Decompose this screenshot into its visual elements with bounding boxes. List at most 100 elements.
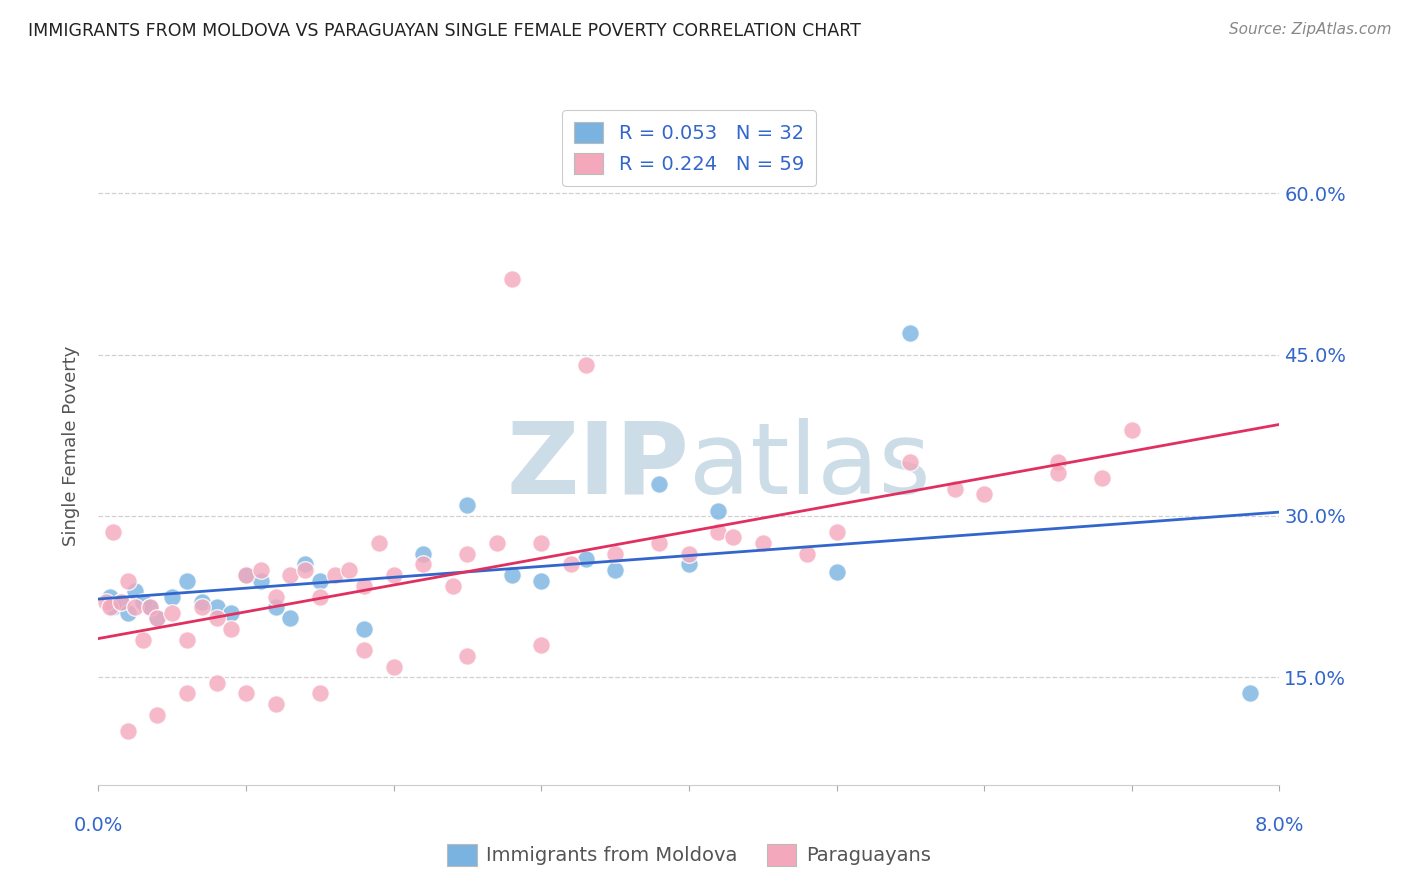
Point: [457, 648, 479, 663]
Point: [94, 595, 117, 609]
Point: [146, 611, 169, 625]
Text: 0.0%: 0.0%: [73, 816, 124, 835]
Point: [280, 611, 302, 625]
Point: [205, 675, 228, 690]
Point: [353, 579, 375, 593]
Point: [825, 565, 848, 579]
Point: [235, 568, 257, 582]
Point: [412, 547, 434, 561]
Point: [501, 272, 523, 286]
Point: [323, 568, 346, 582]
Point: [98, 590, 121, 604]
Point: [560, 558, 582, 572]
Point: [103, 600, 125, 615]
Point: [575, 359, 598, 373]
Point: [530, 638, 553, 652]
Point: [382, 659, 405, 673]
Point: [382, 568, 405, 582]
Point: [117, 724, 139, 739]
Point: [501, 568, 523, 582]
Point: [110, 595, 132, 609]
Point: [973, 487, 995, 501]
Point: [441, 579, 464, 593]
Point: [900, 455, 922, 469]
Point: [309, 590, 332, 604]
Point: [1046, 455, 1070, 469]
Point: [264, 590, 287, 604]
Point: [648, 476, 671, 491]
Point: [139, 600, 162, 615]
Point: [176, 632, 198, 647]
Legend: R = 0.053   N = 32, R = 0.224   N = 59: R = 0.053 N = 32, R = 0.224 N = 59: [562, 111, 815, 186]
Point: [205, 600, 228, 615]
Point: [117, 574, 139, 588]
Point: [162, 590, 183, 604]
Point: [235, 568, 257, 582]
Point: [900, 326, 922, 340]
Point: [191, 600, 214, 615]
Point: [250, 563, 273, 577]
Point: [139, 600, 162, 615]
Text: IMMIGRANTS FROM MOLDOVA VS PARAGUAYAN SINGLE FEMALE POVERTY CORRELATION CHART: IMMIGRANTS FROM MOLDOVA VS PARAGUAYAN SI…: [28, 22, 860, 40]
Point: [368, 536, 391, 550]
Point: [530, 536, 553, 550]
Point: [250, 574, 273, 588]
Point: [1091, 471, 1114, 485]
Point: [457, 498, 479, 512]
Point: [124, 600, 146, 615]
Point: [486, 536, 509, 550]
Point: [205, 611, 228, 625]
Point: [752, 536, 775, 550]
Point: [796, 547, 818, 561]
Point: [1121, 423, 1143, 437]
Point: [162, 606, 183, 620]
Point: [132, 595, 155, 609]
Point: [146, 611, 169, 625]
Point: [98, 600, 121, 615]
Point: [825, 525, 848, 540]
Point: [309, 686, 332, 700]
Point: [678, 558, 700, 572]
Point: [221, 606, 243, 620]
Point: [124, 584, 146, 599]
Point: [235, 686, 257, 700]
Point: [294, 558, 316, 572]
Point: [146, 708, 169, 723]
Point: [707, 525, 730, 540]
Point: [280, 568, 302, 582]
Point: [707, 503, 730, 517]
Point: [648, 536, 671, 550]
Point: [1046, 466, 1070, 480]
Point: [605, 547, 627, 561]
Point: [457, 547, 479, 561]
Text: 8.0%: 8.0%: [1254, 816, 1305, 835]
Point: [117, 606, 139, 620]
Y-axis label: Single Female Poverty: Single Female Poverty: [62, 346, 80, 546]
Point: [221, 622, 243, 636]
Point: [309, 574, 332, 588]
Point: [575, 552, 598, 566]
Point: [943, 482, 966, 496]
Point: [176, 574, 198, 588]
Legend: Immigrants from Moldova, Paraguayans: Immigrants from Moldova, Paraguayans: [440, 837, 938, 873]
Point: [530, 574, 553, 588]
Point: [353, 643, 375, 657]
Point: [1239, 686, 1261, 700]
Point: [191, 595, 214, 609]
Point: [605, 563, 627, 577]
Point: [412, 558, 434, 572]
Point: [176, 686, 198, 700]
Point: [264, 600, 287, 615]
Text: Source: ZipAtlas.com: Source: ZipAtlas.com: [1229, 22, 1392, 37]
Point: [294, 563, 316, 577]
Point: [723, 531, 745, 545]
Point: [339, 563, 361, 577]
Point: [103, 525, 125, 540]
Text: ZIP: ZIP: [506, 417, 689, 515]
Point: [110, 595, 132, 609]
Text: atlas: atlas: [689, 417, 931, 515]
Point: [132, 632, 155, 647]
Point: [353, 622, 375, 636]
Point: [678, 547, 700, 561]
Point: [264, 698, 287, 712]
